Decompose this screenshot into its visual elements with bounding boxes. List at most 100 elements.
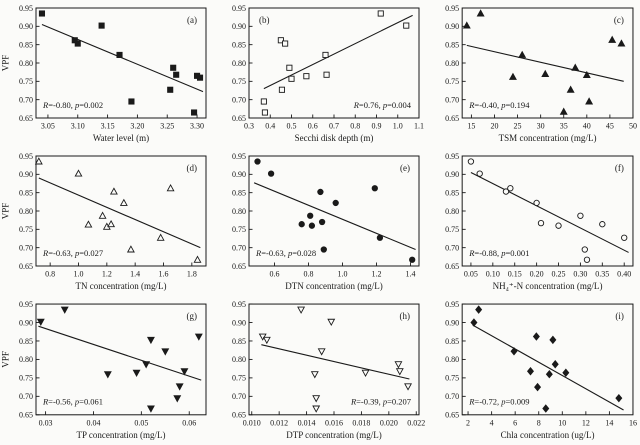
data-point xyxy=(615,393,623,403)
data-point xyxy=(36,318,45,327)
y-tick-label: 0.95 xyxy=(232,4,246,13)
data-point xyxy=(128,98,135,105)
data-point xyxy=(142,361,151,369)
x-axis-label: TN concentration (mg/L) xyxy=(76,281,167,291)
data-point xyxy=(537,219,545,227)
data-point xyxy=(585,97,594,105)
y-tick-label: 0.85 xyxy=(232,337,246,346)
stats-text-part: p xyxy=(287,248,292,258)
y-tick-label: 0.75 xyxy=(445,374,459,383)
y-tick-label: 0.70 xyxy=(232,392,246,401)
trend-line xyxy=(41,23,204,93)
x-tick-label: 0.012 xyxy=(270,418,288,427)
x-tick-label: 0.6 xyxy=(270,270,280,279)
stats-text-part: p xyxy=(500,100,505,110)
scatter-plot-tp: 0.03 0.04 0.05 0.06 0.65 0.70 0.75 0.80 0.85 0.90… xyxy=(1,300,207,440)
data-point xyxy=(307,212,314,219)
stats-text-part: =0.76, xyxy=(359,100,383,110)
data-point xyxy=(126,245,135,253)
stats-text-part: =-0.72, xyxy=(474,397,501,407)
stats-text-part: =-0.80, xyxy=(48,100,75,110)
data-point xyxy=(167,86,174,93)
stats-annotation: R=-0.80, p=0.002 xyxy=(42,100,103,110)
data-point xyxy=(116,51,123,58)
stats-text-part: =-0.88, xyxy=(474,248,501,258)
y-tick-label: 0.80 xyxy=(445,207,459,216)
x-tick-label: 1.2 xyxy=(102,270,112,279)
stats-text-part: p xyxy=(74,100,79,110)
stats-text-part: R xyxy=(42,248,49,258)
data-point xyxy=(476,9,485,17)
data-point xyxy=(132,369,141,377)
stats-text-part: p xyxy=(500,248,505,258)
stats-text-part: p xyxy=(382,397,387,407)
stats-text-part: R xyxy=(468,248,475,258)
x-tick-label: 4 xyxy=(490,418,494,427)
stats-text-part: =-0.63, xyxy=(261,248,288,258)
y-tick-label: 0.75 xyxy=(445,77,459,86)
data-point xyxy=(467,158,475,165)
data-point xyxy=(282,40,289,47)
stats-text-part: R xyxy=(353,100,360,110)
panel-letter: (g) xyxy=(187,311,197,321)
x-axis-label: NH₄⁺-N concentration (mg/L) xyxy=(493,281,603,291)
data-point xyxy=(146,336,155,345)
data-point xyxy=(34,157,43,165)
x-tick-label: 1.0 xyxy=(74,270,84,279)
x-tick-label: 1.0 xyxy=(393,122,403,131)
y-tick-label: 0.70 xyxy=(19,95,33,104)
data-point xyxy=(98,22,105,29)
x-tick-label: 0.016 xyxy=(325,418,343,427)
data-point xyxy=(74,40,81,47)
y-tick-label: 0.65 xyxy=(232,411,246,420)
data-point xyxy=(617,39,626,47)
scatter-plot-nh4n: 0.05 0.10 0.15 0.20 0.25 0.30 0.35 0.40 0.65 0.70… xyxy=(445,152,634,291)
x-tick-label: 1.4 xyxy=(406,270,416,279)
y-tick-label: 0.80 xyxy=(445,355,459,364)
x-tick-label: 0.8 xyxy=(350,122,360,131)
panel-letter: (i) xyxy=(615,311,624,321)
x-tick-label: 0.014 xyxy=(298,418,316,427)
data-point xyxy=(170,64,177,71)
stats-annotation: R=-0.40, p=0.194 xyxy=(468,100,530,110)
data-point xyxy=(502,188,510,195)
data-point xyxy=(549,335,557,345)
y-tick-label: 0.85 xyxy=(445,188,459,197)
stats-text-part: =0.028 xyxy=(292,248,316,258)
trend-line xyxy=(470,172,629,253)
y-tick-label: 0.65 xyxy=(445,262,459,271)
data-point xyxy=(394,361,403,369)
x-tick-label: 0.8 xyxy=(45,270,55,279)
data-point xyxy=(84,220,93,228)
x-tick-label: 0.15 xyxy=(508,270,522,279)
data-point xyxy=(376,234,384,241)
panel-e: 0.6 0.8 1.0 1.2 1.4 0.65 0.70 0.75 0.80 0.85 0.90 0… xyxy=(213,148,426,296)
x-axis-label: Water level (m) xyxy=(93,133,149,143)
data-point xyxy=(462,21,471,29)
stats-text-part: =0.027 xyxy=(79,248,103,258)
data-point xyxy=(508,72,517,80)
x-axis-label: DTN concentration (mg/L) xyxy=(285,281,382,291)
data-point xyxy=(278,86,285,93)
y-tick-label: 0.80 xyxy=(232,59,246,68)
stats-text-part: =0.002 xyxy=(79,100,103,110)
y-tick-label: 0.80 xyxy=(445,59,459,68)
x-tick-label: 0.03 xyxy=(39,418,53,427)
stats-annotation: R=-0.88, p=0.001 xyxy=(468,248,529,258)
data-point xyxy=(562,368,570,377)
data-point xyxy=(303,73,310,80)
x-tick-label: 16 xyxy=(629,418,637,427)
data-point xyxy=(173,395,182,403)
data-point xyxy=(60,306,69,314)
y-tick-label: 0.75 xyxy=(19,374,33,383)
x-tick-label: 3.10 xyxy=(71,122,85,131)
data-point xyxy=(559,107,568,115)
y-tick-label: 0.75 xyxy=(445,225,459,234)
plot-frame xyxy=(461,7,634,119)
stats-text-part: p xyxy=(382,100,387,110)
x-tick-label: 1.8 xyxy=(187,270,197,279)
panel-letter: (c) xyxy=(614,15,624,25)
x-tick-label: 1.4 xyxy=(130,270,140,279)
data-point xyxy=(98,211,107,219)
data-point xyxy=(470,318,478,327)
